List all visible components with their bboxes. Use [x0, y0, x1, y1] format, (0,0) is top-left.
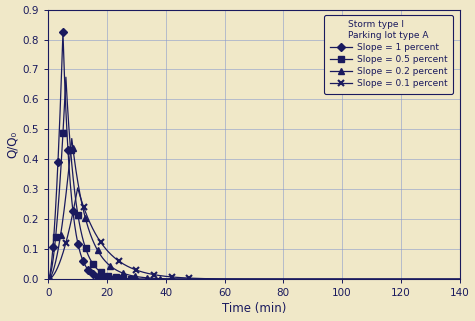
Slope = 0.1 percent [46, 277, 51, 281]
Slope = 1 percent [380, 277, 385, 281]
Line: Slope = 1 percent: Slope = 1 percent [46, 30, 462, 282]
Slope = 1 percent [236, 277, 241, 281]
Slope = 1 percent [46, 277, 51, 281]
Slope = 0.2 percent [145, 276, 151, 280]
Slope = 0.5 percent [451, 277, 456, 281]
Slope = 0.1 percent [188, 276, 193, 280]
Slope = 0.5 percent [457, 277, 463, 281]
Slope = 0.1 percent [262, 277, 267, 281]
Slope = 0.1 percent [145, 272, 151, 275]
Slope = 0.5 percent [380, 277, 385, 281]
Line: Slope = 0.2 percent: Slope = 0.2 percent [46, 136, 462, 282]
Slope = 0.2 percent [380, 277, 385, 281]
Slope = 0.1 percent [236, 277, 241, 281]
Slope = 1 percent [188, 277, 193, 281]
Legend: Slope = 1 percent, Slope = 0.5 percent, Slope = 0.2 percent, Slope = 0.1 percent: Slope = 1 percent, Slope = 0.5 percent, … [324, 15, 453, 94]
Slope = 0.2 percent [46, 277, 51, 281]
Slope = 0.5 percent [236, 277, 241, 281]
Slope = 1 percent [262, 277, 267, 281]
Slope = 0.1 percent [451, 277, 456, 281]
Line: Slope = 0.1 percent: Slope = 0.1 percent [45, 185, 463, 283]
Slope = 1 percent [60, 30, 66, 34]
Slope = 0.5 percent [188, 277, 193, 281]
Slope = 0.5 percent [262, 277, 267, 281]
Y-axis label: Q/Q₀: Q/Q₀ [6, 131, 19, 158]
Slope = 0.1 percent [380, 277, 385, 281]
Slope = 1 percent [457, 277, 463, 281]
Slope = 0.1 percent [457, 277, 463, 281]
Slope = 0.2 percent [188, 277, 193, 281]
Slope = 0.5 percent [63, 75, 69, 79]
Slope = 0.2 percent [262, 277, 267, 281]
Slope = 0.5 percent [46, 277, 51, 281]
Slope = 0.1 percent [75, 186, 80, 190]
Slope = 1 percent [451, 277, 456, 281]
Line: Slope = 0.5 percent: Slope = 0.5 percent [46, 74, 462, 282]
Slope = 1 percent [145, 277, 151, 281]
Slope = 0.2 percent [457, 277, 463, 281]
Slope = 0.2 percent [236, 277, 241, 281]
Slope = 0.2 percent [69, 137, 75, 141]
X-axis label: Time (min): Time (min) [222, 302, 286, 316]
Slope = 0.5 percent [145, 277, 151, 281]
Slope = 0.2 percent [451, 277, 456, 281]
